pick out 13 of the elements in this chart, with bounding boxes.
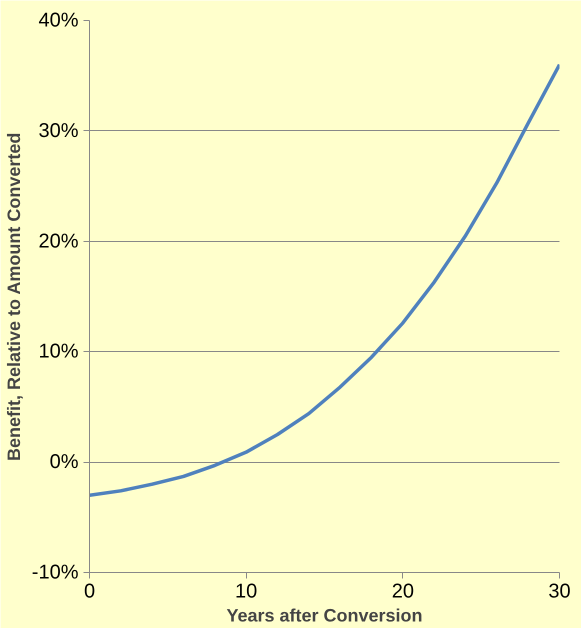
line-series	[90, 62, 560, 497]
y-tick-label: 10%	[38, 340, 79, 363]
y-tick-label: 0%	[50, 451, 79, 474]
x-tick-label: 10	[235, 580, 258, 602]
y-tick-label: 30%	[38, 120, 79, 142]
y-tick-label: -10%	[32, 562, 79, 584]
x-tick-label: 30	[548, 580, 571, 602]
y-tick-label: 40%	[38, 10, 79, 32]
x-axis-title: Years after Conversion	[226, 606, 423, 626]
x-tick-label: 0	[84, 580, 96, 602]
y-tick-label: 20%	[38, 230, 79, 252]
y-axis-title: Benefit, Relative to Amount Converted	[4, 132, 24, 462]
x-tick-label: 20	[392, 580, 414, 602]
